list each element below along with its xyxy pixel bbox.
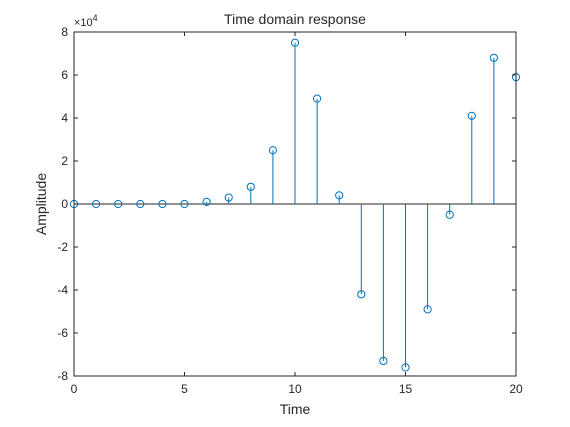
y-tick-label: 6 (61, 68, 68, 82)
x-axis: 0 5 10 15 20 (71, 32, 523, 396)
y-tick-label: 0 (61, 197, 68, 211)
y-tick-label: -2 (57, 240, 68, 254)
y-tick-label: -6 (57, 326, 68, 340)
y-axis-label: Amplitude (33, 173, 49, 235)
stem-marker (114, 199, 123, 209)
chart-title: Time domain response (224, 11, 366, 27)
y-tick-label: -8 (57, 369, 68, 383)
stem-marker (268, 146, 277, 155)
x-tick-label: 5 (181, 382, 188, 396)
x-axis-label: Time (280, 401, 311, 417)
y-axis-multiplier-exponent: 4 (93, 13, 98, 23)
stem-marker (246, 182, 255, 191)
y-tick-label: -4 (57, 283, 68, 297)
stem-marker (290, 38, 300, 47)
stem-marker (489, 53, 498, 62)
stem-marker (423, 305, 432, 314)
x-tick-label: 20 (509, 382, 523, 396)
stem-marker (158, 199, 167, 209)
y-axis-multiplier-base: ×10 (74, 17, 93, 29)
stem-marker (379, 356, 388, 366)
stem-marker (224, 193, 233, 202)
y-tick-label: 2 (61, 154, 68, 168)
stem-marker (467, 111, 476, 120)
stem-marker (335, 191, 344, 200)
stem-marker (401, 363, 410, 372)
y-axis-multiplier: ×104 (74, 13, 98, 29)
y-tick-label: 8 (61, 25, 68, 39)
x-tick-label: 10 (288, 382, 302, 396)
stem-marker (136, 199, 145, 209)
x-tick-label: 15 (399, 382, 413, 396)
stem-marker (92, 199, 101, 209)
stem-marker (445, 210, 454, 219)
x-tick-label: 0 (71, 382, 78, 396)
stem-marker (202, 197, 211, 206)
y-tick-label: 4 (61, 111, 68, 125)
y-axis: 8 6 4 2 0 -2 -4 -6 -8 (57, 25, 516, 383)
stem-marker (313, 94, 322, 103)
stem-marker (180, 199, 189, 209)
stem-marker (357, 290, 366, 299)
